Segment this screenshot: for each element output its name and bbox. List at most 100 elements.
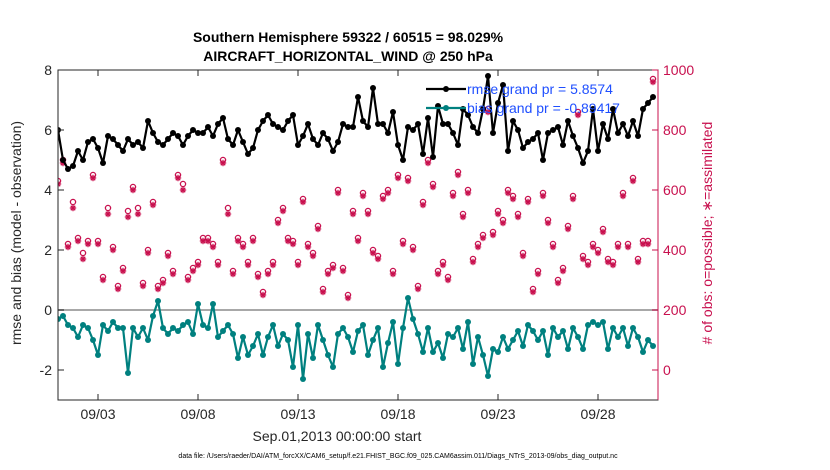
x-tick-label: 09/13 xyxy=(280,406,315,422)
asterisk-stroke xyxy=(580,256,586,262)
bias-point xyxy=(615,334,621,340)
asterisk-stroke xyxy=(430,184,436,190)
obs-assimilated-marker xyxy=(574,111,582,119)
asterisk-stroke xyxy=(210,244,216,250)
obs-assimilated-marker xyxy=(464,189,472,197)
asterisk-stroke xyxy=(435,271,441,277)
bias-point xyxy=(270,322,276,328)
asterisk-stroke xyxy=(645,241,651,247)
obs-assimilated-marker xyxy=(444,276,452,284)
y-left-tick-label: 8 xyxy=(44,62,52,78)
bias-point xyxy=(210,301,216,307)
bias-point xyxy=(195,301,201,307)
bias-point xyxy=(645,337,651,343)
asterisk-stroke xyxy=(500,220,506,226)
asterisk-stroke xyxy=(70,205,76,211)
rmse-point xyxy=(195,130,201,136)
asterisk-stroke xyxy=(360,193,366,199)
chart-title: Southern Hemisphere 59322 / 60515 = 98.0… xyxy=(193,29,504,45)
rmse-point xyxy=(595,148,601,154)
bias-point xyxy=(515,328,521,334)
obs-assimilated-marker xyxy=(639,240,647,248)
rmse-point xyxy=(470,124,476,130)
asterisk-stroke xyxy=(600,229,606,235)
bias-point xyxy=(420,349,426,355)
obs-assimilated-marker xyxy=(524,198,532,206)
obs-assimilated-marker xyxy=(439,261,447,269)
asterisk-stroke xyxy=(240,244,246,250)
asterisk-stroke xyxy=(58,183,61,187)
obs-assimilated-marker xyxy=(174,174,182,182)
asterisk-stroke xyxy=(270,262,276,268)
asterisk-stroke xyxy=(380,196,386,202)
rmse-point xyxy=(425,115,431,121)
rmse-point xyxy=(95,145,101,151)
bias-point xyxy=(325,352,331,358)
rmse-point xyxy=(490,130,496,136)
obs-assimilated-marker xyxy=(149,201,157,209)
bias-point xyxy=(125,370,131,376)
obs-assimilated-marker xyxy=(429,183,437,191)
asterisk-stroke xyxy=(365,211,371,217)
y-right-tick-label: 200 xyxy=(663,302,687,318)
rmse-point xyxy=(335,139,341,145)
obs-assimilated-marker xyxy=(209,243,217,251)
bias-point xyxy=(405,295,411,301)
rmse-point xyxy=(475,130,481,136)
rmse-point xyxy=(360,118,366,124)
obs-assimilated-marker xyxy=(514,213,522,221)
asterisk-stroke xyxy=(275,220,281,226)
rmse-point xyxy=(250,145,256,151)
obs-assimilated-marker xyxy=(644,240,652,248)
rmse-point xyxy=(640,106,646,112)
obs-assimilated-marker xyxy=(469,258,477,266)
bias-point xyxy=(100,322,106,328)
asterisk-stroke xyxy=(160,280,166,286)
rmse-point xyxy=(160,142,166,148)
bias-point xyxy=(260,352,266,358)
asterisk-stroke xyxy=(125,214,131,220)
asterisk-stroke xyxy=(350,211,356,217)
asterisk-stroke xyxy=(315,226,321,232)
obs-assimilated-marker xyxy=(549,243,557,251)
rmse-point xyxy=(465,112,471,118)
rmse-point xyxy=(230,142,236,148)
rmse-point xyxy=(315,142,321,148)
asterisk-stroke xyxy=(610,262,616,268)
rmse-point xyxy=(405,124,411,130)
bias-point xyxy=(495,349,501,355)
asterisk-stroke xyxy=(640,241,646,247)
bias-point xyxy=(355,328,361,334)
bias-point xyxy=(130,325,136,331)
rmse-point xyxy=(175,133,181,139)
bias-point xyxy=(135,334,141,340)
obs-assimilated-marker xyxy=(629,177,637,185)
rmse-point xyxy=(75,148,81,154)
rmse-point xyxy=(320,130,326,136)
rmse-point xyxy=(135,139,141,145)
asterisk-stroke xyxy=(115,286,121,292)
y-axis-right-label: # of obs: o=possible; ∗=assimilated xyxy=(699,122,715,345)
asterisk-stroke xyxy=(265,271,271,277)
rmse-point xyxy=(255,127,261,133)
bias-point xyxy=(145,337,151,343)
asterisk-stroke xyxy=(630,178,636,184)
bias-point xyxy=(435,340,441,346)
rmse-point xyxy=(155,139,161,145)
bias-point xyxy=(285,337,291,343)
asterisk-stroke xyxy=(450,193,456,199)
asterisk-stroke xyxy=(495,211,501,217)
obs-assimilated-marker xyxy=(384,189,392,197)
y-axis-left: -2 0 2 4 6 8 xyxy=(40,62,64,378)
rmse-point xyxy=(430,154,436,160)
obs-assimilated-marker xyxy=(154,285,162,293)
bias-point xyxy=(535,337,541,343)
rmse-point xyxy=(65,166,71,172)
rmse-point xyxy=(365,124,371,130)
asterisk-stroke xyxy=(95,241,101,247)
asterisk-stroke xyxy=(235,238,241,244)
obs-assimilated-marker xyxy=(189,267,197,275)
obs-possible-marker xyxy=(134,204,142,212)
obs-assimilated-marker xyxy=(494,210,502,218)
obs-assimilated-marker xyxy=(374,255,382,263)
